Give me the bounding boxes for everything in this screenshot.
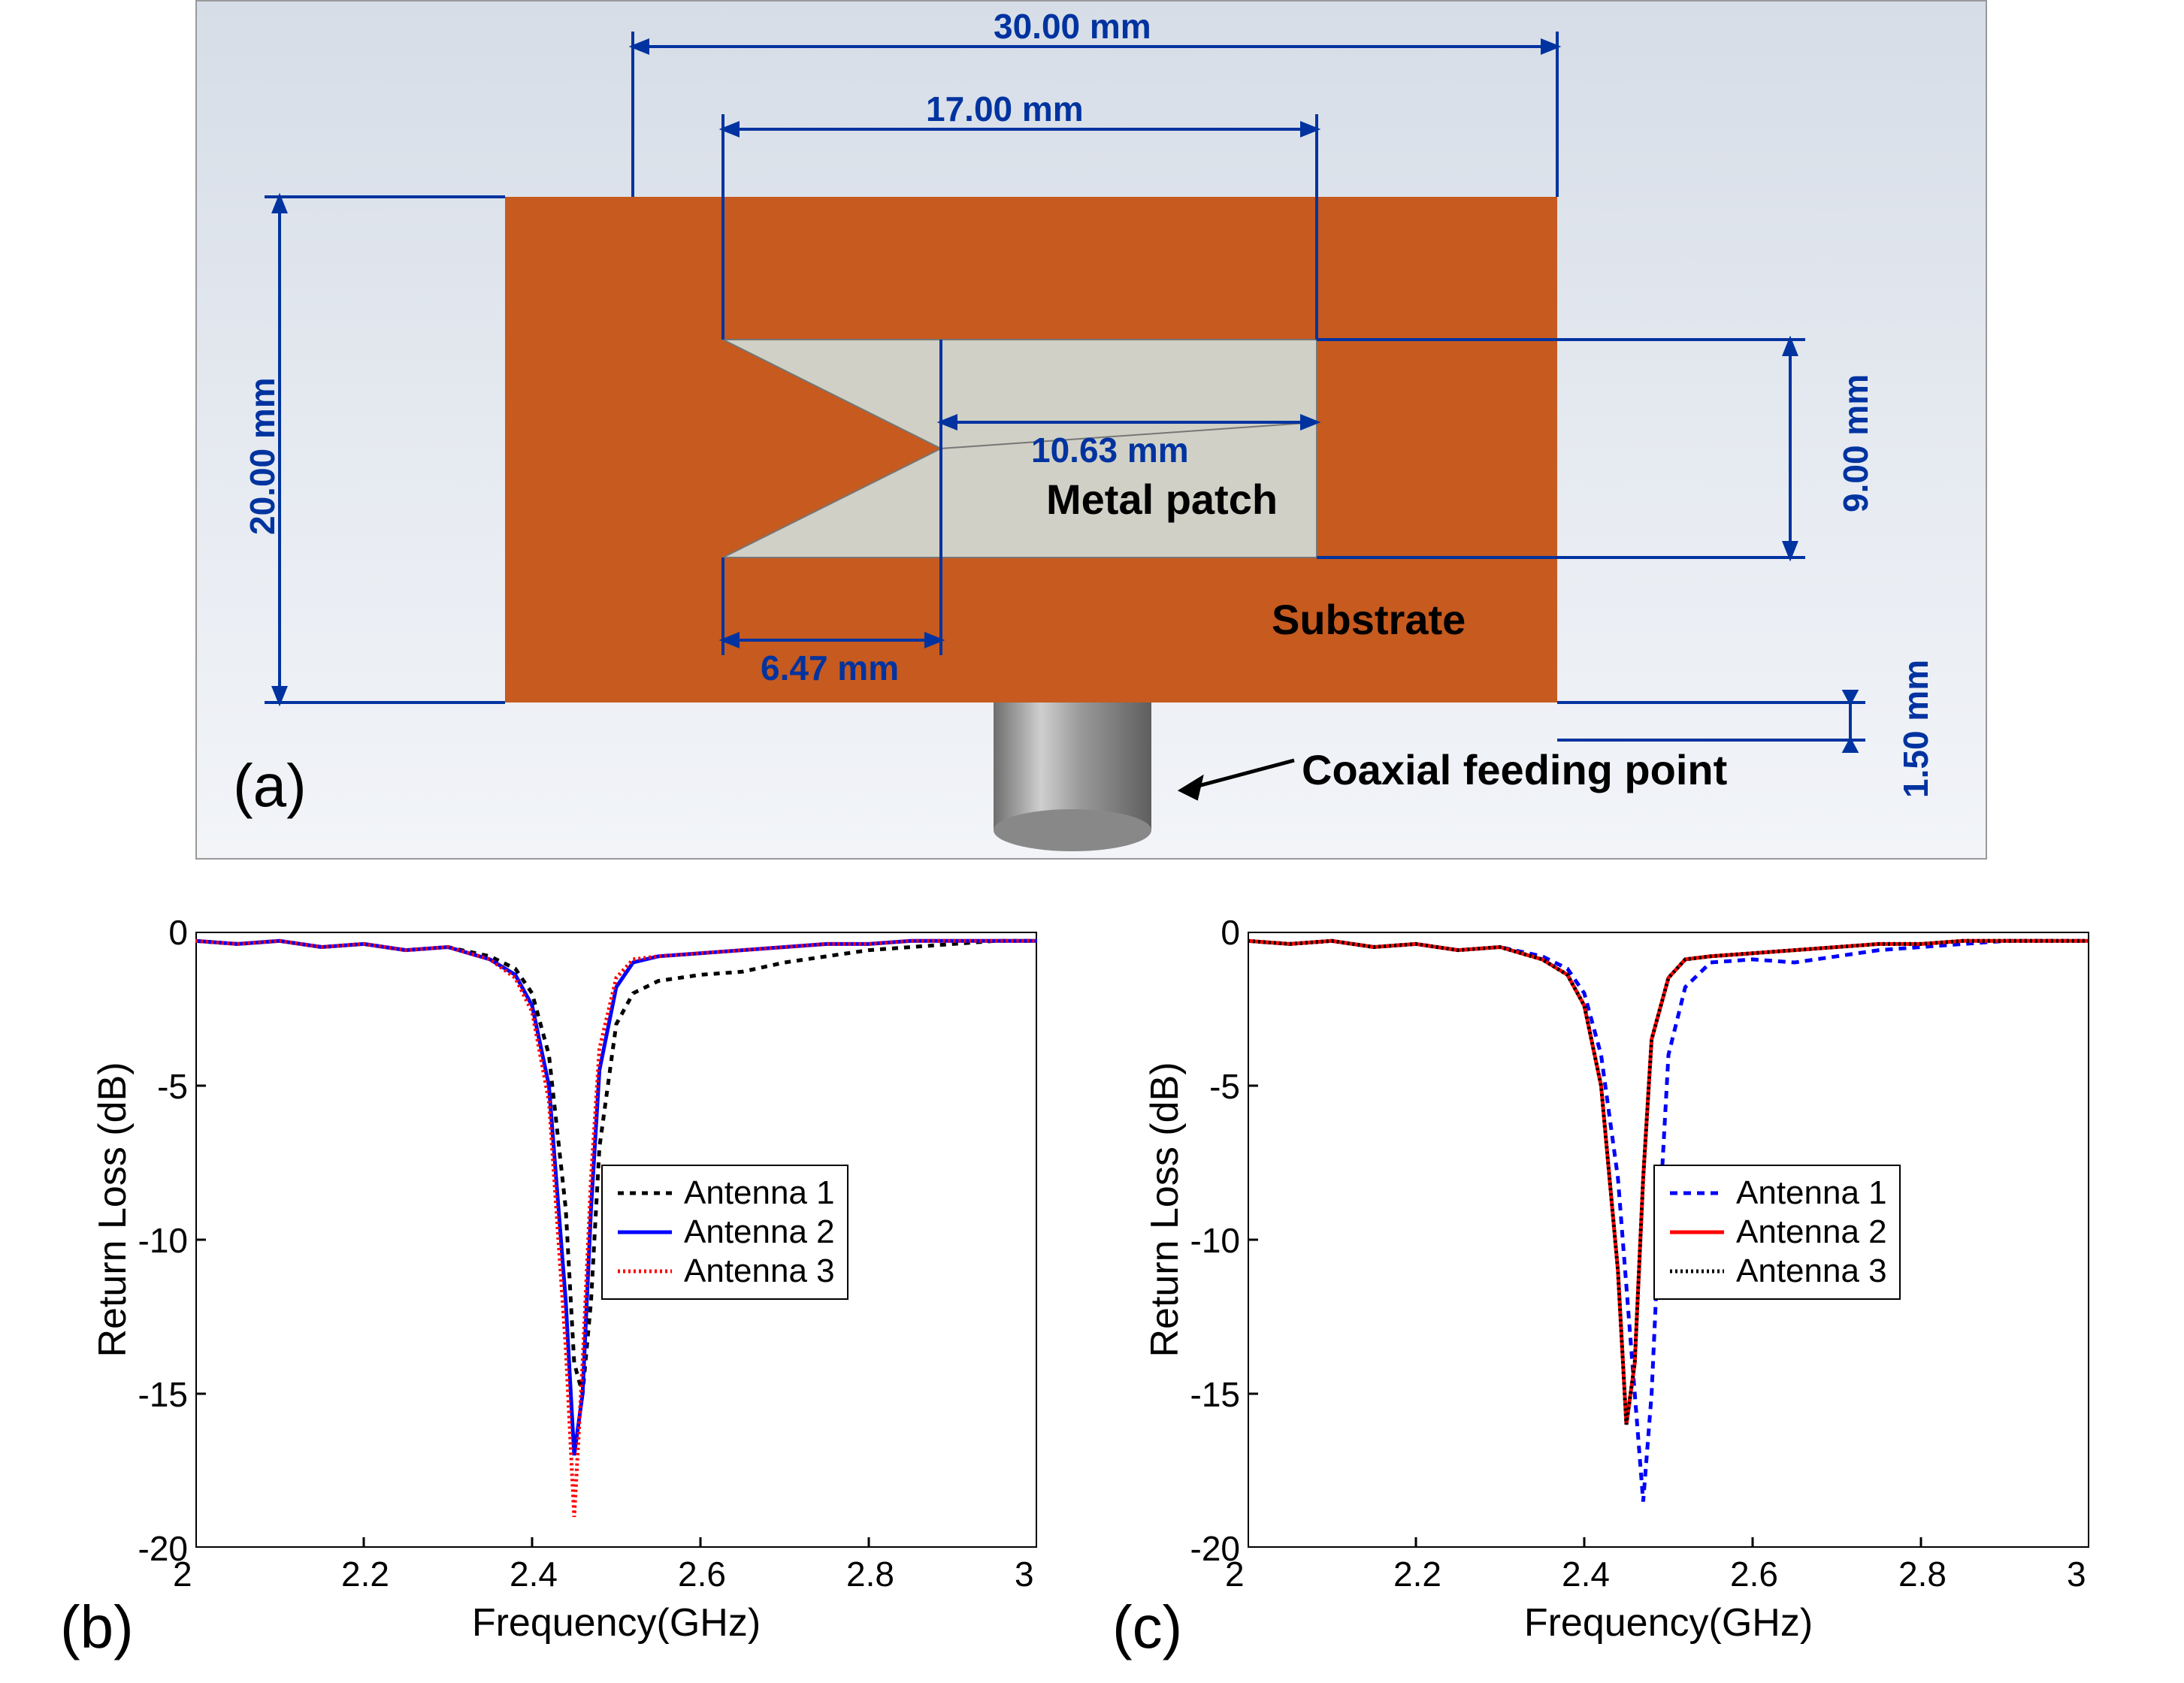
xtick-label: 2.4 — [510, 1554, 558, 1594]
legend-row: Antenna 3 — [615, 1252, 835, 1291]
panel-c-plot: Antenna 1Antenna 2Antenna 3 — [1248, 932, 2089, 1548]
panel-b-plot: Antenna 1Antenna 2Antenna 3 — [195, 932, 1037, 1548]
panel-b-xlabel: Frequency(GHz) — [421, 1600, 812, 1645]
dim-label-9: 9.00 mm — [1835, 374, 1876, 512]
panel-c-xlabel: Frequency(GHz) — [1473, 1600, 1864, 1645]
dim-label-10p63: 10.63 mm — [1031, 430, 1189, 470]
ytick-label: -5 — [1180, 1066, 1240, 1107]
xtick-label: 2.2 — [341, 1554, 389, 1594]
sublabel-b: (b) — [60, 1593, 134, 1662]
legend-swatch — [1667, 1256, 1727, 1286]
panel-c-legend: Antenna 1Antenna 2Antenna 3 — [1653, 1165, 1901, 1300]
legend-text: Antenna 3 — [1736, 1252, 1887, 1290]
ytick-label: -15 — [128, 1374, 188, 1415]
xtick-label: 2.8 — [846, 1554, 894, 1594]
dim-label-20: 20.00 mm — [242, 377, 283, 535]
panel-b-legend: Antenna 1Antenna 2Antenna 3 — [601, 1165, 848, 1300]
coax-label: Coaxial feeding point — [1302, 745, 1727, 794]
legend-row: Antenna 2 — [1667, 1213, 1887, 1252]
legend-swatch — [615, 1178, 675, 1208]
ytick-label: -10 — [128, 1220, 188, 1261]
dim-1p5mm — [1557, 691, 1865, 751]
ytick-label: -15 — [1180, 1374, 1240, 1415]
legend-text: Antenna 2 — [1736, 1213, 1887, 1251]
coax-arrow — [1181, 760, 1294, 798]
dim-label-6p47: 6.47 mm — [761, 648, 899, 688]
sublabel-c: (c) — [1112, 1593, 1182, 1662]
legend-swatch — [1667, 1178, 1727, 1208]
legend-row: Antenna 3 — [1667, 1252, 1887, 1291]
metal-patch-label: Metal patch — [1046, 475, 1278, 524]
xtick-label: 2.4 — [1562, 1554, 1610, 1594]
ytick-label: 0 — [1180, 912, 1240, 953]
legend-text: Antenna 1 — [684, 1174, 835, 1212]
ytick-label: -10 — [1180, 1220, 1240, 1261]
ytick-label: -20 — [128, 1528, 188, 1569]
dim-label-1p5: 1.50 mm — [1895, 660, 1936, 798]
legend-row: Antenna 1 — [615, 1174, 835, 1213]
coax-bottom — [994, 809, 1151, 851]
figure-root: 30.00 mm 17.00 mm 20.00 mm 9.00 mm 10.63… — [0, 0, 2184, 1683]
legend-text: Antenna 2 — [684, 1213, 835, 1251]
substrate-label: Substrate — [1272, 595, 1466, 644]
legend-swatch — [615, 1217, 675, 1247]
legend-text: Antenna 3 — [684, 1252, 835, 1290]
sublabel-a: (a) — [233, 751, 307, 820]
ytick-label: 0 — [128, 912, 188, 953]
legend-swatch — [1667, 1217, 1727, 1247]
ytick-label: -20 — [1180, 1528, 1240, 1569]
xtick-label: 2.2 — [1393, 1554, 1441, 1594]
legend-swatch — [615, 1256, 675, 1286]
legend-row: Antenna 2 — [615, 1213, 835, 1252]
xtick-label: 3 — [2067, 1554, 2086, 1594]
xtick-label: 3 — [1015, 1554, 1034, 1594]
dim-30mm — [633, 32, 1557, 197]
legend-row: Antenna 1 — [1667, 1174, 1887, 1213]
panel-a: 30.00 mm 17.00 mm 20.00 mm 9.00 mm 10.63… — [195, 0, 1987, 860]
dim-label-17: 17.00 mm — [926, 89, 1084, 129]
xtick-label: 2.8 — [1898, 1554, 1947, 1594]
xtick-label: 2.6 — [1730, 1554, 1778, 1594]
ytick-label: -5 — [128, 1066, 188, 1107]
dim-label-30: 30.00 mm — [994, 6, 1151, 47]
xtick-label: 2.6 — [678, 1554, 726, 1594]
dim-20mm — [265, 197, 505, 703]
legend-text: Antenna 1 — [1736, 1174, 1887, 1212]
